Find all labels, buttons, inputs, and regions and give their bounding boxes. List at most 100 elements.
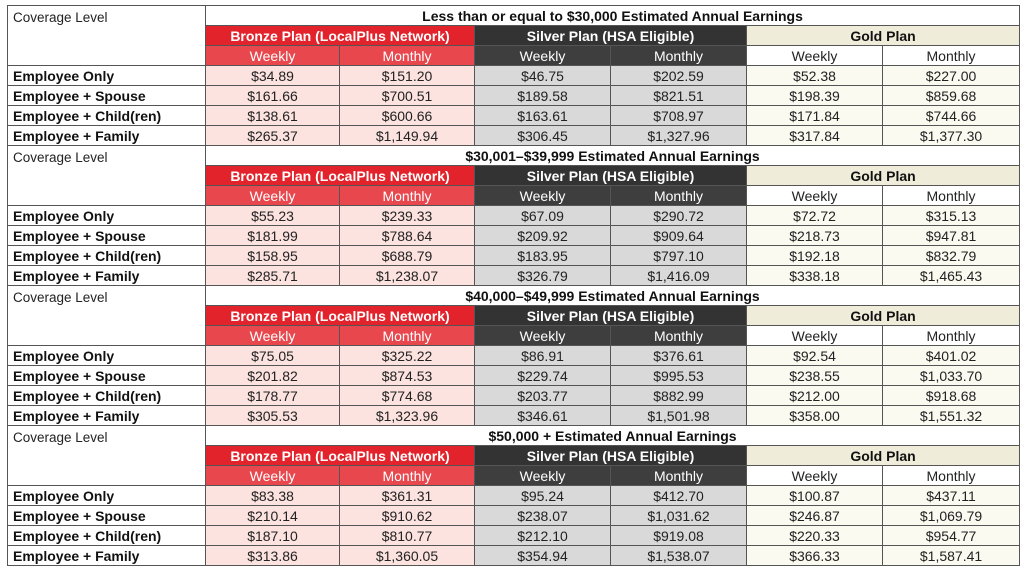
earnings-tier-title: $50,000 + Estimated Annual Earnings	[204, 425, 1021, 446]
rate-cell-gold-monthly: $954.77	[881, 525, 1021, 546]
rate-cell-gold-weekly: $52.38	[746, 65, 883, 86]
bronze-weekly-header: Weekly	[205, 185, 340, 206]
bronze-plan-header: Bronze Plan (LocalPlus Network)	[205, 445, 475, 466]
rate-cell-gold-monthly: $859.68	[881, 85, 1021, 106]
plan-header-row: Bronze Plan (LocalPlus Network) Silver Pl…	[8, 165, 1021, 186]
silver-weekly-header: Weekly	[474, 45, 611, 66]
table-row: Employee + Child(ren) $138.61 $600.66 $163.…	[7, 105, 1021, 126]
table-row: Employee Only $83.38 $361.31 $95.24 $412.70 $…	[7, 485, 1021, 506]
rate-cell-gold-weekly: $100.87	[746, 485, 883, 506]
rate-cell-bronze-weekly: $158.95	[205, 245, 340, 266]
plan-header-row: Bronze Plan (LocalPlus Network) Silver Pl…	[8, 305, 1021, 326]
rate-cell-silver-weekly: $183.95	[474, 245, 611, 266]
rate-cell-bronze-monthly: $788.64	[339, 225, 475, 246]
table-row: Employee + Family $285.71 $1,238.07 $326.79…	[7, 265, 1021, 286]
rate-cell-bronze-monthly: $774.68	[339, 385, 475, 406]
rate-cell-gold-monthly: $1,587.41	[881, 545, 1021, 566]
silver-monthly-header: Monthly	[610, 325, 747, 346]
coverage-level-name: Employee + Family	[7, 125, 206, 146]
rate-cell-silver-weekly: $238.07	[474, 505, 611, 526]
rate-cell-gold-monthly: $437.11	[881, 485, 1021, 506]
rate-cell-silver-weekly: $67.09	[474, 205, 611, 226]
table-row: Employee + Family $305.53 $1,323.96 $346.61…	[7, 405, 1021, 426]
rate-cell-gold-monthly: $918.68	[881, 385, 1021, 406]
coverage-level-label: Coverage Level	[7, 5, 206, 66]
rate-cell-silver-monthly: $202.59	[610, 65, 747, 86]
gold-weekly-header: Weekly	[746, 185, 883, 206]
rate-cell-silver-weekly: $163.61	[474, 105, 611, 126]
table-row: Employee + Child(ren) $178.77 $774.68 $203.…	[7, 385, 1021, 406]
silver-plan-header: Silver Plan (HSA Eligible)	[474, 165, 747, 186]
gold-monthly-header: Monthly	[881, 45, 1021, 66]
rate-cell-silver-weekly: $86.91	[474, 345, 611, 366]
table-row: Employee + Spouse $210.14 $910.62 $238.07 $1…	[7, 505, 1021, 526]
rate-cell-gold-monthly: $315.13	[881, 205, 1021, 226]
rate-cell-bronze-monthly: $325.22	[339, 345, 475, 366]
rate-cell-bronze-monthly: $600.66	[339, 105, 475, 126]
rate-cell-bronze-weekly: $161.66	[205, 85, 340, 106]
rate-cell-bronze-weekly: $210.14	[205, 505, 340, 526]
rate-cell-bronze-monthly: $1,360.05	[339, 545, 475, 566]
rate-cell-silver-monthly: $412.70	[610, 485, 747, 506]
rate-cell-silver-weekly: $212.10	[474, 525, 611, 546]
rate-cell-gold-weekly: $212.00	[746, 385, 883, 406]
tier-header-row: Coverage Level $30,001–$39,999 Estimated …	[7, 145, 1021, 206]
rate-cell-silver-weekly: $189.58	[474, 85, 611, 106]
rate-cell-gold-monthly: $401.02	[881, 345, 1021, 366]
rate-cell-gold-weekly: $220.33	[746, 525, 883, 546]
earnings-tier-title: $30,001–$39,999 Estimated Annual Earning…	[204, 145, 1021, 166]
rate-cell-gold-monthly: $1,069.79	[881, 505, 1021, 526]
rate-cell-bronze-weekly: $285.71	[205, 265, 340, 286]
coverage-level-name: Employee Only	[7, 345, 206, 366]
rate-cell-bronze-weekly: $83.38	[205, 485, 340, 506]
silver-weekly-header: Weekly	[474, 465, 611, 486]
coverage-level-label: Coverage Level	[7, 285, 206, 346]
silver-monthly-header: Monthly	[610, 465, 747, 486]
plan-header-row: Bronze Plan (LocalPlus Network) Silver Pl…	[8, 445, 1021, 466]
coverage-level-name: Employee Only	[7, 485, 206, 506]
coverage-level-label: Coverage Level	[7, 425, 206, 486]
rate-cell-gold-weekly: $366.33	[746, 545, 883, 566]
bronze-plan-header: Bronze Plan (LocalPlus Network)	[205, 305, 475, 326]
rate-cell-gold-monthly: $1,377.30	[881, 125, 1021, 146]
gold-plan-header: Gold Plan	[745, 165, 1021, 186]
coverage-level-name: Employee + Family	[7, 265, 206, 286]
rate-cell-bronze-weekly: $34.89	[205, 65, 340, 86]
rate-cell-bronze-monthly: $1,238.07	[339, 265, 475, 286]
rate-cell-gold-weekly: $72.72	[746, 205, 883, 226]
rate-cell-bronze-weekly: $313.86	[205, 545, 340, 566]
rate-cell-silver-monthly: $290.72	[610, 205, 747, 226]
earnings-tier-title: Less than or equal to $30,000 Estimated …	[204, 5, 1021, 26]
rate-cell-gold-weekly: $218.73	[746, 225, 883, 246]
rate-cell-gold-weekly: $246.87	[746, 505, 883, 526]
tier-header-row: Coverage Level $50,000 + Estimated Annual…	[7, 425, 1021, 486]
rate-cell-silver-monthly: $821.51	[610, 85, 747, 106]
rate-cell-silver-monthly: $995.53	[610, 365, 747, 386]
gold-monthly-header: Monthly	[881, 465, 1021, 486]
period-header-row: Weekly Monthly Weekly Monthly Weekly Monthly	[8, 465, 1021, 486]
rate-cell-silver-monthly: $919.08	[610, 525, 747, 546]
rate-cell-bronze-monthly: $874.53	[339, 365, 475, 386]
rate-cell-bronze-monthly: $810.77	[339, 525, 475, 546]
bronze-monthly-header: Monthly	[339, 45, 475, 66]
rate-cell-gold-weekly: $198.39	[746, 85, 883, 106]
rate-cell-silver-monthly: $376.61	[610, 345, 747, 366]
coverage-level-name: Employee Only	[7, 65, 206, 86]
coverage-level-label: Coverage Level	[7, 145, 206, 206]
silver-plan-header: Silver Plan (HSA Eligible)	[474, 25, 747, 46]
table-row: Employee + Spouse $201.82 $874.53 $229.74 $9…	[7, 365, 1021, 386]
rate-cell-silver-weekly: $346.61	[474, 405, 611, 426]
rate-cell-gold-weekly: $338.18	[746, 265, 883, 286]
coverage-level-name: Employee + Child(ren)	[7, 105, 206, 126]
rate-cell-silver-weekly: $306.45	[474, 125, 611, 146]
rate-cell-bronze-monthly: $239.33	[339, 205, 475, 226]
coverage-level-name: Employee + Spouse	[7, 225, 206, 246]
bronze-weekly-header: Weekly	[205, 45, 340, 66]
rate-cell-silver-monthly: $1,538.07	[610, 545, 747, 566]
table-row: Employee + Spouse $181.99 $788.64 $209.92 $9…	[7, 225, 1021, 246]
table-row: Employee + Child(ren) $158.95 $688.79 $183.…	[7, 245, 1021, 266]
table-row: Employee Only $75.05 $325.22 $86.91 $376.61 $…	[7, 345, 1021, 366]
coverage-level-name: Employee + Family	[7, 545, 206, 566]
table-row: Employee + Child(ren) $187.10 $810.77 $212.…	[7, 525, 1021, 546]
rate-cell-bronze-weekly: $201.82	[205, 365, 340, 386]
